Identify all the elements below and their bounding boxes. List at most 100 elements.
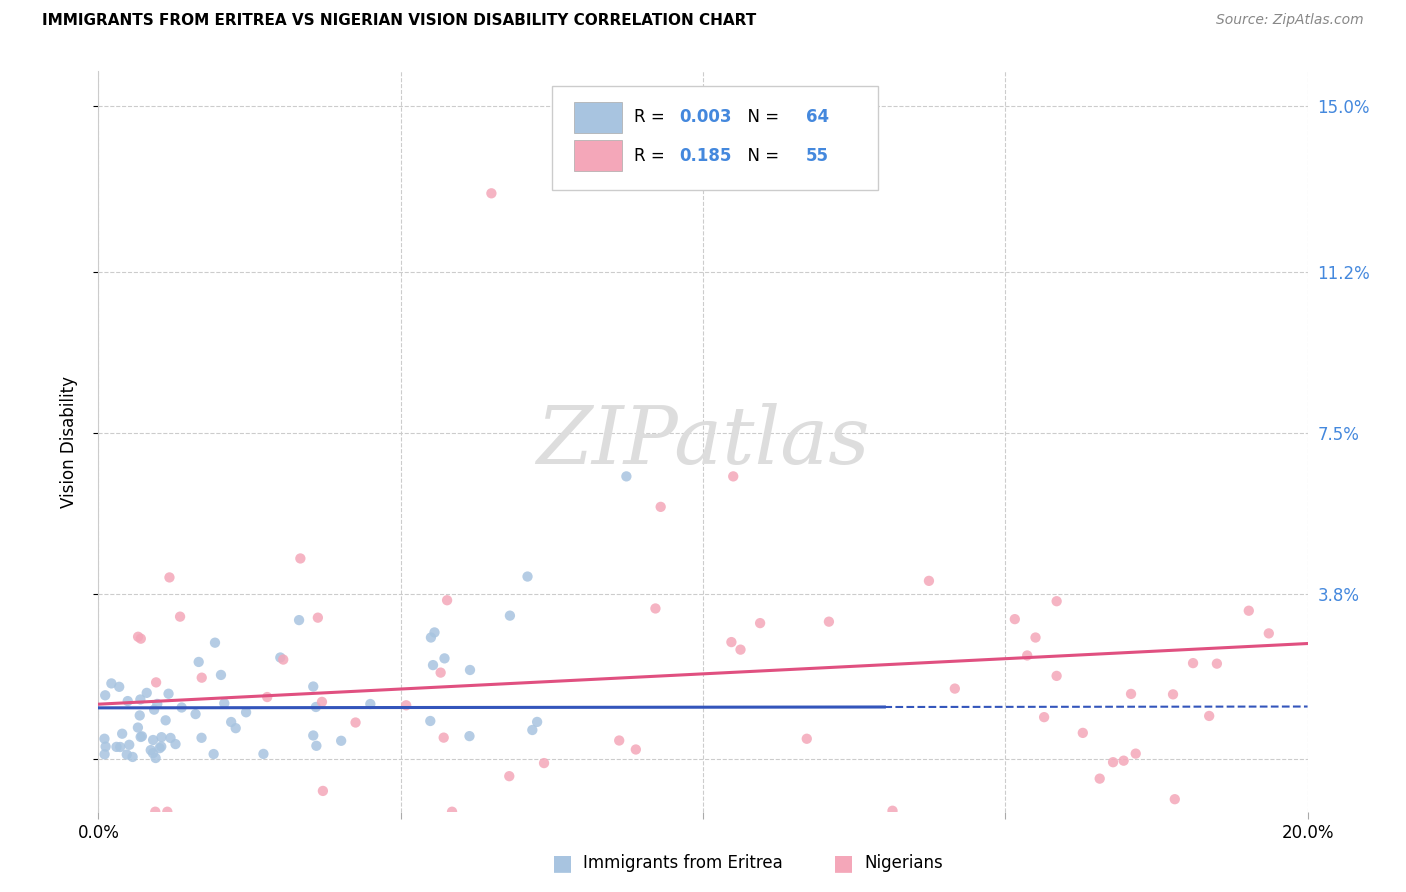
Point <box>187 655 209 669</box>
Point <box>650 500 672 514</box>
Point <box>190 671 212 685</box>
Point <box>395 698 418 713</box>
Point <box>1046 669 1069 683</box>
Point <box>150 730 173 744</box>
Point <box>436 593 458 607</box>
Point <box>1198 709 1220 723</box>
Point <box>204 636 226 650</box>
Point <box>498 769 520 783</box>
Point <box>127 630 149 644</box>
Point <box>1046 594 1069 608</box>
Point <box>644 601 666 615</box>
Text: 55: 55 <box>806 147 828 165</box>
Point <box>269 650 291 665</box>
Text: Nigerians: Nigerians <box>865 855 943 872</box>
Text: 0.003: 0.003 <box>679 108 731 126</box>
Point <box>111 727 134 741</box>
Point <box>235 706 257 720</box>
Point <box>94 739 117 754</box>
Point <box>115 747 138 762</box>
Point <box>433 731 456 745</box>
Point <box>1161 687 1184 701</box>
Point <box>252 747 274 761</box>
Point <box>170 700 193 714</box>
Point <box>458 663 481 677</box>
Point <box>165 737 187 751</box>
Point <box>1182 656 1205 670</box>
Point <box>108 680 131 694</box>
Point <box>93 731 115 746</box>
Point <box>169 609 191 624</box>
Point <box>1102 755 1125 769</box>
Point <box>149 741 172 756</box>
FancyBboxPatch shape <box>574 102 621 133</box>
Point <box>94 688 117 702</box>
Point <box>607 733 630 747</box>
Text: N =: N = <box>737 108 785 126</box>
Point <box>219 714 242 729</box>
Point <box>749 616 772 631</box>
Point <box>302 680 325 694</box>
Point <box>1112 754 1135 768</box>
Point <box>1125 747 1147 761</box>
Text: ■: ■ <box>834 854 853 873</box>
FancyBboxPatch shape <box>574 140 621 171</box>
Point <box>433 651 456 665</box>
Point <box>100 676 122 690</box>
Point <box>1024 631 1046 645</box>
Point <box>526 714 548 729</box>
FancyBboxPatch shape <box>553 87 879 190</box>
Point <box>117 694 139 708</box>
Point <box>142 733 165 747</box>
Text: Immigrants from Eritrea: Immigrants from Eritrea <box>583 855 783 872</box>
Point <box>918 574 941 588</box>
Point <box>127 721 149 735</box>
Point <box>225 721 247 735</box>
Point <box>311 695 333 709</box>
Text: ■: ■ <box>553 854 572 873</box>
Point <box>143 805 166 819</box>
Point <box>882 804 904 818</box>
Point <box>159 570 181 584</box>
Point <box>359 697 381 711</box>
Point <box>121 750 143 764</box>
Point <box>730 642 752 657</box>
Text: 0.185: 0.185 <box>679 147 731 165</box>
Point <box>129 632 152 646</box>
Point <box>419 714 441 728</box>
Point <box>1237 604 1260 618</box>
Point <box>302 729 325 743</box>
Point <box>344 715 367 730</box>
Point <box>128 708 150 723</box>
Point <box>943 681 966 696</box>
Point <box>271 652 294 666</box>
Point <box>146 697 169 711</box>
Point <box>157 687 180 701</box>
Point <box>441 805 464 819</box>
Point <box>150 739 173 754</box>
Text: R =: R = <box>634 108 671 126</box>
Point <box>423 625 446 640</box>
Point <box>135 686 157 700</box>
Point <box>1033 710 1056 724</box>
Point <box>1004 612 1026 626</box>
Point <box>145 675 167 690</box>
Point <box>616 469 638 483</box>
Point <box>105 739 128 754</box>
Point <box>499 608 522 623</box>
Point <box>190 731 212 745</box>
Point <box>422 658 444 673</box>
Point <box>129 730 152 744</box>
Text: N =: N = <box>737 147 785 165</box>
Point <box>420 631 443 645</box>
Point <box>139 743 162 757</box>
Point <box>108 739 131 754</box>
Point <box>209 668 232 682</box>
Point <box>522 723 544 737</box>
Point <box>723 469 745 483</box>
Point <box>305 739 328 753</box>
Point <box>256 690 278 704</box>
Point <box>159 731 181 745</box>
Point <box>131 729 153 743</box>
Point <box>307 610 329 624</box>
